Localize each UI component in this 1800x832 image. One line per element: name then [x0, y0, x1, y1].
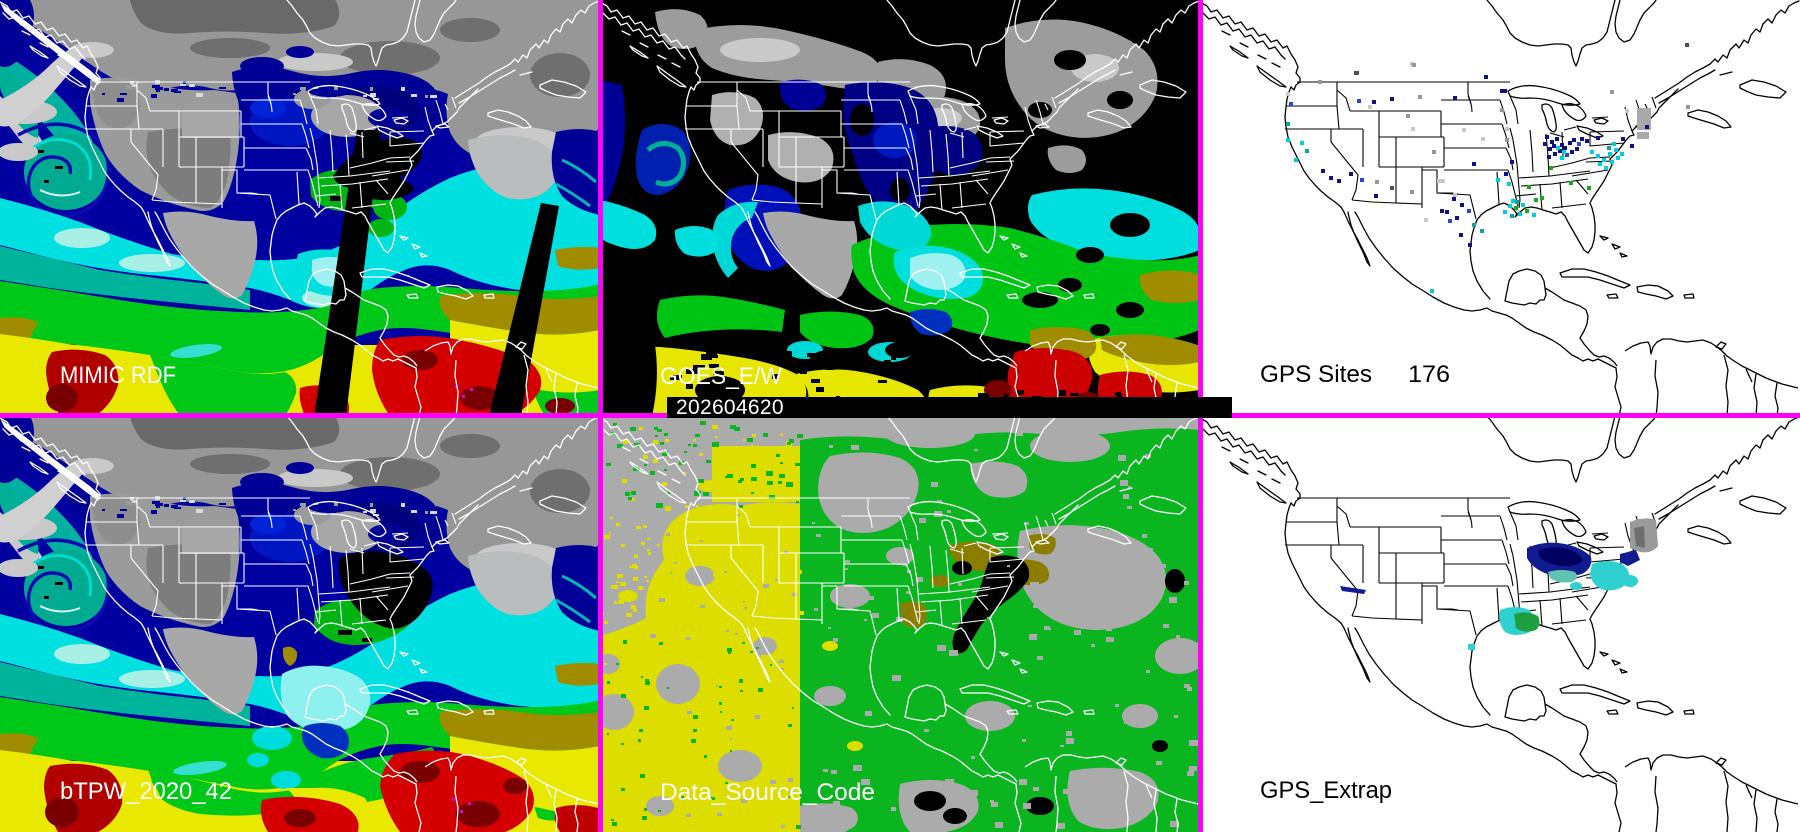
svg-text:bTPW_2020_42: bTPW_2020_42	[60, 778, 232, 805]
svg-text:GOES_E/W: GOES_E/W	[660, 363, 782, 390]
svg-text:GPS_Extrap: GPS_Extrap	[1260, 777, 1392, 804]
svg-text:176: 176	[1408, 361, 1450, 388]
svg-text:GPS Sites: GPS Sites	[1260, 361, 1372, 388]
svg-text:Data_Source_Code: Data_Source_Code	[660, 779, 875, 806]
svg-text:MIMIC RDF: MIMIC RDF	[60, 362, 176, 389]
